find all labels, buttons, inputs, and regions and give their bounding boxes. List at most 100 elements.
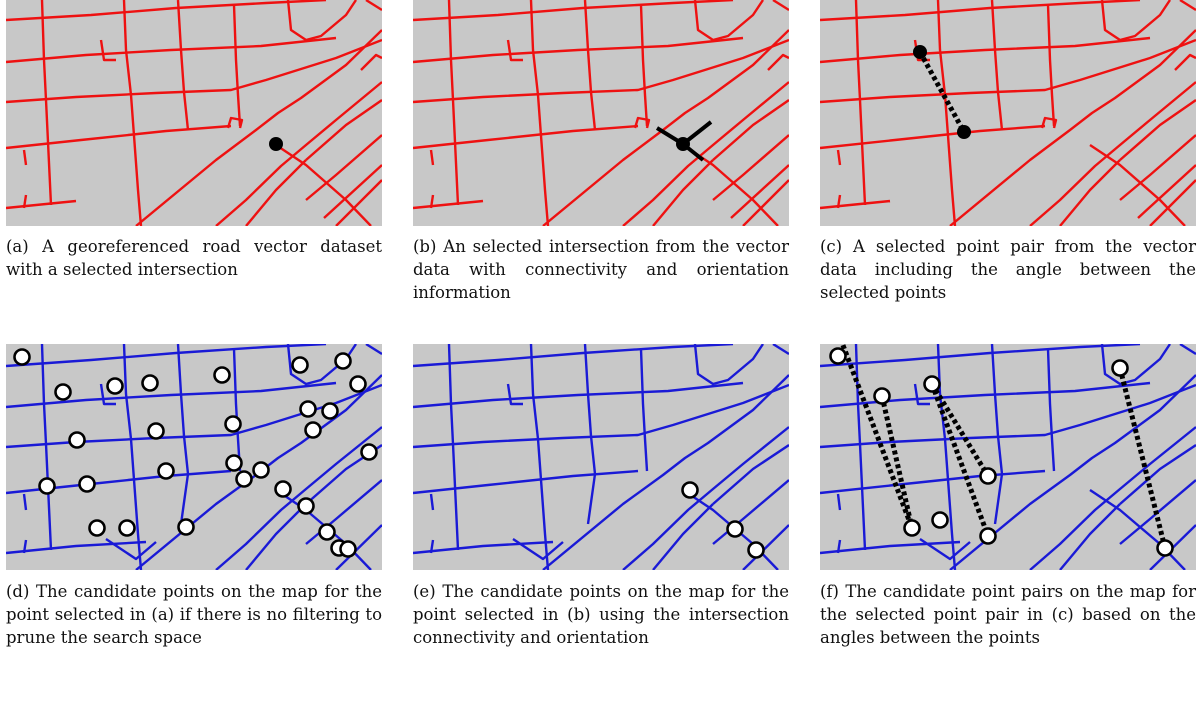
road-segment (245, 503, 307, 570)
road-segment (712, 444, 789, 505)
candidate-point (141, 374, 159, 392)
road-network (413, 344, 789, 570)
caption-b: (b) An selected intersection from the ve… (413, 237, 789, 302)
road-segment (919, 538, 971, 561)
road-segment (712, 479, 789, 545)
road-segment (6, 381, 337, 409)
candidate-point (873, 387, 891, 405)
candidate-point (339, 540, 357, 558)
road-segment (305, 479, 382, 545)
road-network (820, 0, 1196, 226)
road-segment (936, 344, 957, 570)
road-segment (99, 383, 116, 406)
candidate-point (726, 520, 744, 538)
road-network (820, 344, 1196, 570)
road-segment (836, 194, 842, 209)
road-network (6, 344, 382, 570)
map-background (6, 0, 382, 226)
point-pair-link (929, 383, 991, 537)
road-segment (542, 374, 789, 570)
map-f (820, 344, 1196, 570)
selected-point (269, 137, 283, 151)
candidate-point (979, 527, 997, 545)
road-segment (949, 374, 1196, 570)
road-segment (712, 99, 789, 161)
road-segment (1040, 116, 1058, 129)
road-segment (622, 426, 789, 570)
road-segment (1174, 53, 1196, 71)
road-segment (122, 0, 143, 226)
road-segment (836, 539, 842, 554)
road-segment (305, 99, 382, 161)
road-network (6, 0, 382, 226)
road-segment (990, 0, 1004, 131)
road-segment (365, 344, 382, 356)
candidate-point (177, 518, 195, 536)
map-a (6, 0, 382, 226)
candidate-point (304, 421, 322, 439)
road-segment (1059, 159, 1121, 226)
road-segment (323, 164, 382, 219)
road-segment (226, 116, 244, 129)
road-segment (286, 0, 357, 42)
road-segment (429, 149, 435, 166)
candidate-point (147, 422, 165, 440)
road-segment (6, 344, 327, 368)
road-segment (820, 124, 1046, 150)
road-segment (1119, 134, 1196, 201)
candidate-point (252, 461, 270, 479)
selected-point (676, 137, 690, 151)
road-segment (820, 540, 961, 555)
candidate-point (931, 511, 949, 529)
road-segment (772, 344, 789, 356)
road-segment (712, 134, 789, 201)
road-segment (820, 381, 1151, 409)
road-segment (365, 0, 382, 12)
road-segment (583, 344, 597, 525)
road-segment (413, 383, 789, 449)
map-d (6, 344, 382, 570)
road-segment (693, 0, 764, 42)
candidate-point (78, 475, 96, 493)
selected-point (957, 125, 971, 139)
road-segment (1029, 426, 1196, 570)
road-segment (506, 39, 523, 62)
candidate-point (157, 462, 175, 480)
road-segment (730, 164, 789, 219)
road-segment (413, 38, 789, 104)
caption-e: (e) The candidate points on the map for … (413, 582, 789, 647)
road-segment (429, 539, 435, 554)
candidate-point (747, 541, 765, 559)
road-segment (6, 124, 232, 150)
road-segment (854, 0, 867, 206)
selected-point (913, 45, 927, 59)
road-segment (529, 0, 550, 226)
road-segment (542, 29, 789, 226)
road-segment (693, 344, 764, 386)
candidate-point (274, 480, 292, 498)
road-segment (820, 383, 1196, 449)
point-pair-link (879, 395, 915, 529)
candidate-point (334, 352, 352, 370)
road-segment (529, 344, 550, 570)
road-segment (429, 493, 435, 511)
candidate-point (68, 431, 86, 449)
candidate-point (224, 415, 242, 433)
candidate-point (297, 497, 315, 515)
road-segment (6, 0, 327, 22)
road-segment (512, 538, 564, 561)
candidate-point (88, 519, 106, 537)
road-segment (1119, 444, 1196, 505)
candidate-point (1156, 539, 1174, 557)
road-segment (413, 0, 734, 22)
road-segment (245, 159, 307, 226)
candidate-point (13, 348, 31, 366)
point-pair-link (929, 382, 991, 478)
road-segment (820, 38, 1196, 104)
road-segment (6, 199, 77, 210)
road-segment (1179, 344, 1196, 356)
road-segment (413, 469, 639, 495)
candidate-point (1111, 359, 1129, 377)
road-segment (305, 134, 382, 201)
road-segment (1149, 179, 1196, 226)
